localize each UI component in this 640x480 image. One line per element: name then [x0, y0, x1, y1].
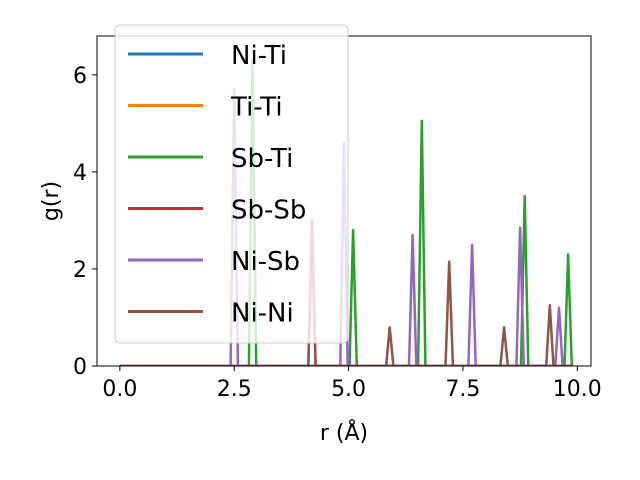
x-tick-label: 7.5 [445, 377, 480, 402]
x-axis-label: r (Å) [320, 419, 368, 446]
y-tick-label: 6 [73, 64, 87, 89]
legend-label: Sb-Ti [231, 144, 293, 174]
x-tick-label: 2.5 [217, 377, 252, 402]
legend: Ni-Ti Ti-Ti Sb-Ti Sb-Sb Ni-Sb Ni-Ni [114, 24, 349, 344]
x-tick-label: 0.0 [102, 377, 137, 402]
legend-label: Ni-Ti [231, 41, 287, 71]
legend-label: Ni-Sb [231, 247, 300, 277]
y-tick-label: 0 [73, 355, 87, 380]
y-axis-label: g(r) [39, 181, 64, 221]
ticks-layer: 0.0 2.5 5.0 7.5 10.0 0 2 4 6 [73, 64, 602, 402]
x-tick-label: 5.0 [331, 377, 366, 402]
legend-label: Ni-Ni [231, 299, 294, 329]
y-tick-label: 2 [73, 258, 87, 283]
y-tick-label: 4 [73, 161, 87, 186]
legend-label: Ti-Ti [230, 93, 283, 123]
legend-box [114, 24, 349, 344]
x-tick-label: 10.0 [553, 377, 602, 402]
legend-label: Sb-Sb [231, 196, 306, 226]
